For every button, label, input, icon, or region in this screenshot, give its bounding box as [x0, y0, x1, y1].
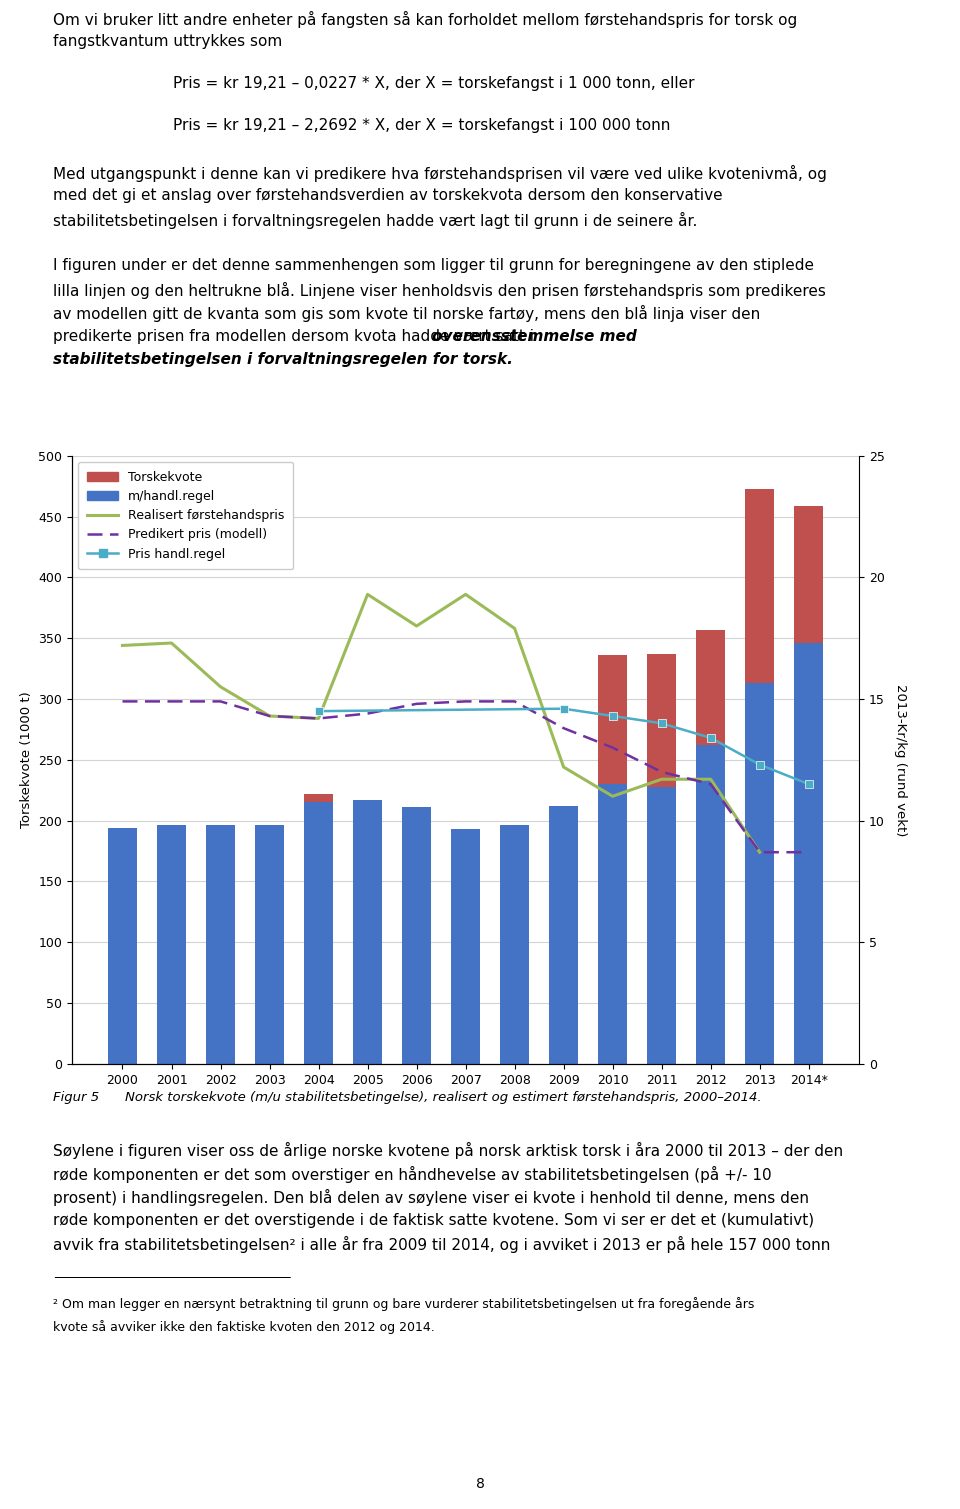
Bar — [156, 825, 186, 1064]
Text: Pris = kr 19,21 – 2,2692 * X, der X = torskefangst i 100 000 tonn: Pris = kr 19,21 – 2,2692 * X, der X = to… — [173, 118, 670, 133]
Text: overensstemmelse med: overensstemmelse med — [432, 329, 636, 344]
Bar — [304, 794, 333, 803]
Text: røde komponenten er det overstigende i de faktisk satte kvotene. Som vi ser er d: røde komponenten er det overstigende i d… — [53, 1213, 814, 1228]
Text: fangstkvantum uttrykkes som: fangstkvantum uttrykkes som — [53, 33, 282, 48]
Text: av modellen gitt de kvanta som gis som kvote til norske fartøy, mens den blå lin: av modellen gitt de kvanta som gis som k… — [53, 305, 760, 323]
Bar — [647, 653, 677, 786]
Text: stabilitetsbetingelsen i forvaltningsregelen hadde vært lagt til grunn i de sein: stabilitetsbetingelsen i forvaltningsreg… — [53, 211, 697, 229]
Y-axis label: 2013-Kr/kg (rund vekt): 2013-Kr/kg (rund vekt) — [894, 684, 907, 836]
Bar — [696, 745, 726, 1064]
Bar — [696, 629, 726, 745]
Bar — [254, 825, 284, 1064]
Text: Om vi bruker litt andre enheter på fangsten så kan forholdet mellom førstehandsp: Om vi bruker litt andre enheter på fangs… — [53, 11, 797, 27]
Text: Pris = kr 19,21 – 0,0227 * X, der X = torskefangst i 1 000 tonn, eller: Pris = kr 19,21 – 0,0227 * X, der X = to… — [173, 75, 694, 91]
Text: Norsk torskekvote (m/u stabilitetsbetingelse), realisert og estimert førstehands: Norsk torskekvote (m/u stabilitetsbeting… — [125, 1091, 761, 1105]
Bar — [549, 806, 578, 1064]
Text: røde komponenten er det som overstiger en håndhevelse av stabilitetsbetingelsen : røde komponenten er det som overstiger e… — [53, 1166, 772, 1183]
Text: Søylene i figuren viser oss de årlige norske kvotene på norsk arktisk torsk i år: Søylene i figuren viser oss de årlige no… — [53, 1142, 843, 1159]
Bar — [451, 828, 480, 1064]
Text: Figur 5: Figur 5 — [53, 1091, 99, 1105]
Bar — [304, 803, 333, 1064]
Text: Med utgangspunkt i denne kan vi predikere hva førstehandsprisen vil være ved uli: Med utgangspunkt i denne kan vi prediker… — [53, 164, 827, 183]
Bar — [353, 800, 382, 1064]
Bar — [108, 828, 137, 1064]
Bar — [745, 489, 775, 684]
Text: ² Om man legger en nærsynt betraktning til grunn og bare vurderer stabilitetsbet: ² Om man legger en nærsynt betraktning t… — [53, 1296, 755, 1311]
Text: I figuren under er det denne sammenhengen som ligger til grunn for beregningene : I figuren under er det denne sammenhenge… — [53, 258, 814, 273]
Bar — [745, 684, 775, 1064]
Bar — [402, 807, 431, 1064]
Bar — [794, 506, 824, 643]
Text: 8: 8 — [475, 1477, 485, 1491]
Text: predikerte prisen fra modellen dersom kvota hadde vært satt i: predikerte prisen fra modellen dersom kv… — [53, 329, 539, 344]
Text: prosent) i handlingsregelen. Den blå delen av søylene viser ei kvote i henhold t: prosent) i handlingsregelen. Den blå del… — [53, 1189, 808, 1206]
Text: lilla linjen og den heltrukne blå. Linjene viser henholdsvis den prisen førsteha: lilla linjen og den heltrukne blå. Linje… — [53, 282, 826, 299]
Bar — [598, 655, 627, 785]
Bar — [794, 643, 824, 1064]
Bar — [598, 785, 627, 1064]
Bar — [205, 825, 235, 1064]
Text: avvik fra stabilitetsbetingelsen² i alle år fra 2009 til 2014, og i avviket i 20: avvik fra stabilitetsbetingelsen² i alle… — [53, 1236, 830, 1252]
Text: kvote så avviker ikke den faktiske kvoten den 2012 og 2014.: kvote så avviker ikke den faktiske kvote… — [53, 1320, 435, 1334]
Text: med det gi et anslag over førstehandsverdien av torskekvota dersom den konservat: med det gi et anslag over førstehandsver… — [53, 189, 723, 204]
Bar — [647, 786, 677, 1064]
Legend: Torskekvote, m/handl.regel, Realisert førstehandspris, Predikert pris (modell), : Torskekvote, m/handl.regel, Realisert fø… — [79, 462, 294, 569]
Text: stabilitetsbetingelsen i forvaltningsregelen for torsk.: stabilitetsbetingelsen i forvaltningsreg… — [53, 352, 513, 367]
Y-axis label: Torskekvote (1000 t): Torskekvote (1000 t) — [20, 691, 33, 828]
Bar — [500, 825, 529, 1064]
